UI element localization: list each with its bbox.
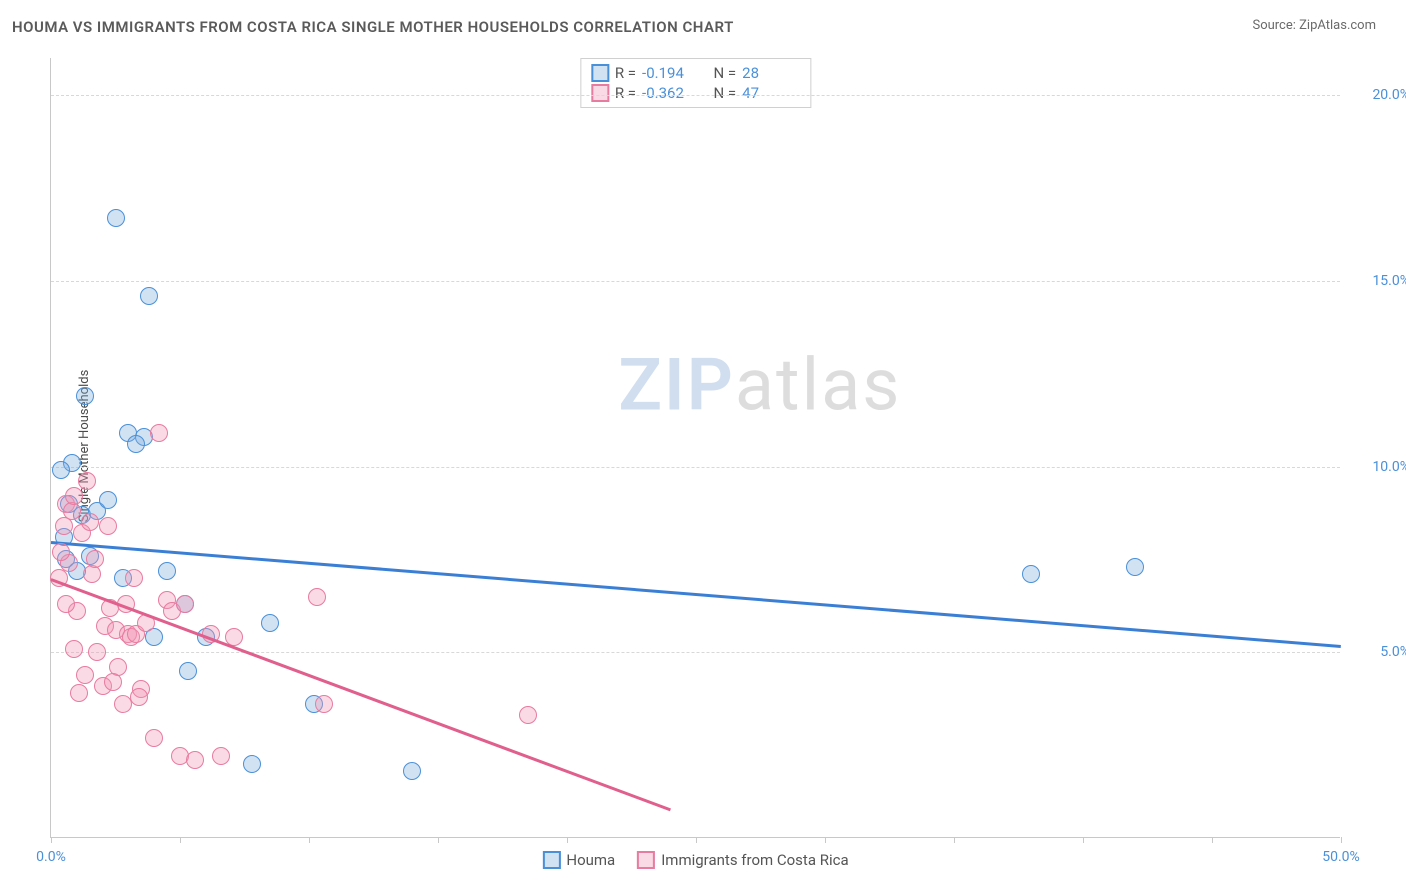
scatter-point	[65, 487, 83, 505]
scatter-point	[65, 640, 83, 658]
scatter-point	[261, 614, 279, 632]
legend-item: Houma	[542, 851, 615, 869]
y-tick-label: 15.0%	[1350, 273, 1406, 289]
scatter-point	[186, 751, 204, 769]
scatter-point	[150, 424, 168, 442]
watermark-part2: atlas	[735, 343, 902, 428]
legend-row: R = -0.362 N = 47	[591, 83, 800, 103]
scatter-point	[179, 662, 197, 680]
y-tick-label: 5.0%	[1350, 644, 1406, 660]
x-tick	[825, 837, 826, 843]
scatter-point	[243, 755, 261, 773]
legend-r-value: -0.194	[642, 64, 700, 82]
legend-r-value: -0.362	[642, 84, 700, 102]
scatter-point	[70, 684, 88, 702]
y-tick-label: 10.0%	[1350, 459, 1406, 475]
scatter-point	[127, 435, 145, 453]
legend-row: R = -0.194 N = 28	[591, 63, 800, 83]
x-tick	[1341, 837, 1342, 843]
scatter-point	[57, 595, 75, 613]
scatter-point	[52, 461, 70, 479]
x-tick	[51, 837, 52, 843]
x-tick	[1083, 837, 1084, 843]
legend-r-label: R =	[615, 84, 636, 102]
watermark: ZIPatlas	[618, 343, 901, 428]
legend-r-label: R =	[615, 64, 636, 82]
gridline	[51, 95, 1340, 96]
legend-swatch	[591, 84, 609, 102]
legend-n-value: 47	[742, 84, 800, 102]
correlation-legend: R = -0.194 N = 28 R = -0.362 N = 47	[580, 58, 811, 108]
x-tick-label: 50.0%	[1322, 849, 1360, 865]
scatter-point	[158, 562, 176, 580]
scatter-point	[140, 287, 158, 305]
scatter-point	[519, 706, 537, 724]
x-tick	[309, 837, 310, 843]
scatter-point	[1022, 565, 1040, 583]
scatter-point	[104, 673, 122, 691]
trend-line	[51, 541, 1341, 647]
x-tick-label: 0.0%	[36, 849, 66, 865]
scatter-point	[99, 491, 117, 509]
scatter-chart: ZIPatlas R =-0.194 N =28R =-0.362 N =47 …	[50, 58, 1340, 838]
source-label: Source: ZipAtlas.com	[1252, 18, 1376, 33]
scatter-point	[212, 747, 230, 765]
legend-n-value: 28	[742, 64, 800, 82]
scatter-point	[78, 472, 96, 490]
x-tick	[696, 837, 697, 843]
series-legend: Houma Immigrants from Costa Rica	[542, 851, 848, 869]
gridline	[51, 467, 1340, 468]
chart-title: HOUMA VS IMMIGRANTS FROM COSTA RICA SING…	[12, 18, 734, 36]
scatter-point	[86, 550, 104, 568]
x-tick	[954, 837, 955, 843]
legend-swatch	[591, 64, 609, 82]
legend-series-label: Immigrants from Costa Rica	[661, 851, 848, 869]
chart-header: HOUMA VS IMMIGRANTS FROM COSTA RICA SING…	[12, 18, 1376, 36]
legend-n-label: N =	[706, 84, 736, 102]
y-tick-label: 20.0%	[1350, 87, 1406, 103]
scatter-point	[1126, 558, 1144, 576]
scatter-point	[308, 588, 326, 606]
scatter-point	[315, 695, 333, 713]
scatter-point	[176, 595, 194, 613]
scatter-point	[403, 762, 421, 780]
scatter-point	[76, 666, 94, 684]
x-tick	[438, 837, 439, 843]
legend-item: Immigrants from Costa Rica	[637, 851, 848, 869]
scatter-point	[130, 688, 148, 706]
x-tick	[567, 837, 568, 843]
legend-n-label: N =	[706, 64, 736, 82]
x-tick	[1212, 837, 1213, 843]
legend-series-label: Houma	[566, 851, 615, 869]
scatter-point	[107, 209, 125, 227]
x-tick	[180, 837, 181, 843]
legend-swatch	[542, 851, 560, 869]
gridline	[51, 281, 1340, 282]
scatter-point	[88, 643, 106, 661]
scatter-point	[99, 517, 117, 535]
scatter-point	[145, 729, 163, 747]
scatter-point	[52, 543, 70, 561]
scatter-point	[81, 513, 99, 531]
scatter-point	[76, 387, 94, 405]
legend-swatch	[637, 851, 655, 869]
watermark-part1: ZIP	[618, 343, 734, 428]
scatter-point	[125, 569, 143, 587]
